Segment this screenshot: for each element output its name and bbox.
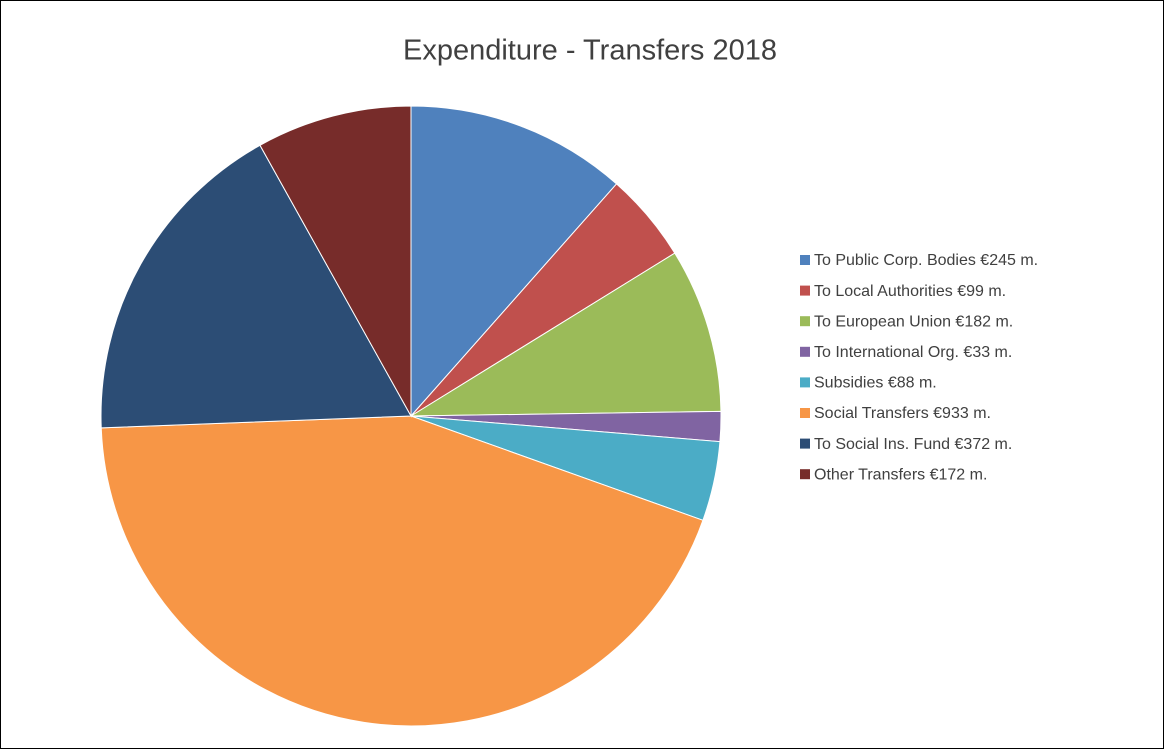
- legend-label: To Local Authorities €99 m.: [814, 283, 1006, 300]
- legend-swatch: [800, 438, 810, 449]
- legend-label: To International Org. €33 m.: [814, 344, 1012, 361]
- pie-slice: [259, 105, 412, 418]
- pie-slice: [100, 144, 412, 429]
- legend-label: Subsidies €88 m.: [814, 375, 937, 392]
- legend-swatch: [800, 408, 810, 418]
- legend-label: To European Union €182 m.: [814, 313, 1013, 330]
- legend-swatch: [800, 346, 810, 357]
- legend-swatch: [800, 285, 810, 296]
- pie-slice: [410, 105, 618, 418]
- chart-title: Expenditure - Transfers 2018: [403, 35, 777, 67]
- legend-label: To Public Corp. Bodies €245 m.: [814, 252, 1038, 269]
- legend-label: Other Transfers €172 m.: [814, 466, 987, 483]
- legend-label: To Social Ins. Fund €372 m.: [814, 436, 1012, 453]
- legend-swatch: [800, 255, 810, 265]
- pie-slice: [100, 415, 704, 727]
- legend-swatch: [800, 316, 810, 327]
- pie-slice: [409, 252, 722, 417]
- legend-label: Social Transfers €933 m.: [814, 405, 991, 422]
- legend-swatch: [800, 377, 810, 388]
- legend-swatch: [800, 469, 810, 480]
